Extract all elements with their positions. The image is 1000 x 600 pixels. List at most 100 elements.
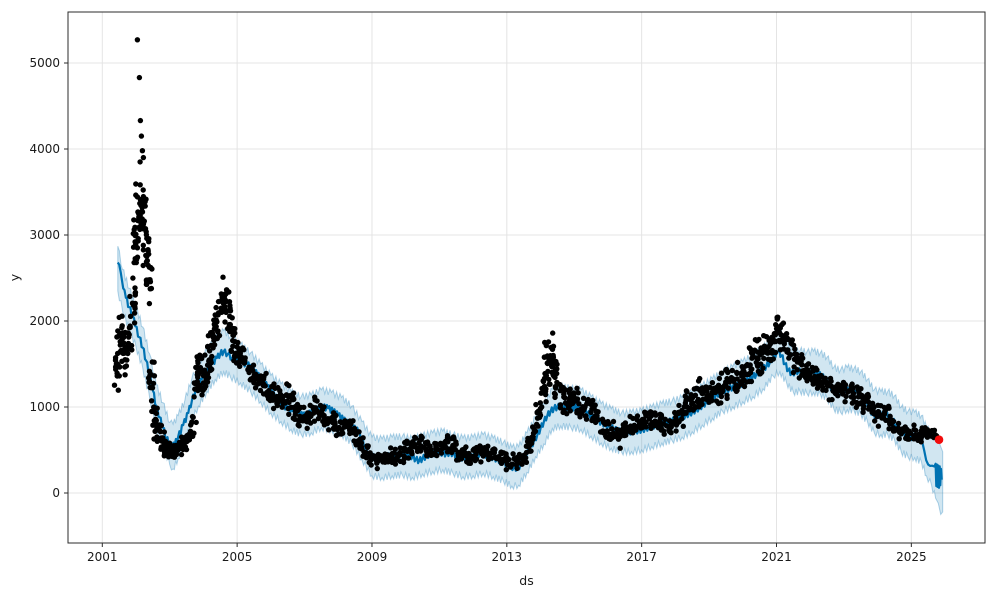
actual-point — [315, 415, 322, 422]
actual-point — [848, 383, 854, 389]
actual-point — [584, 401, 590, 407]
actual-point — [718, 370, 725, 376]
actual-point — [895, 426, 902, 432]
actual-point — [132, 232, 138, 239]
actual-point — [237, 350, 243, 356]
actual-point — [473, 456, 480, 462]
actual-point — [729, 367, 735, 374]
actual-point — [583, 413, 589, 419]
actual-point — [755, 363, 761, 369]
actual-point — [126, 325, 133, 331]
actual-point — [412, 443, 418, 449]
actual-point — [563, 387, 569, 393]
actual-point — [148, 398, 155, 404]
actual-point — [692, 392, 699, 398]
actual-point — [543, 399, 549, 405]
actual-point — [537, 400, 543, 406]
actual-point — [140, 242, 146, 248]
actual-point — [202, 352, 208, 358]
actual-point — [638, 419, 644, 425]
actual-point — [693, 385, 699, 391]
actual-point — [290, 415, 296, 421]
actual-point — [140, 187, 146, 193]
actual-point — [432, 450, 438, 457]
actual-point — [814, 379, 821, 385]
actual-point — [195, 387, 201, 394]
actual-point — [453, 441, 459, 447]
actual-point — [646, 416, 652, 422]
x-tick-label: 2025 — [896, 550, 927, 564]
actual-point — [881, 404, 887, 411]
actual-point — [126, 334, 132, 340]
actual-point — [361, 449, 367, 455]
actual-point — [750, 353, 756, 359]
actual-point — [229, 315, 235, 321]
actual-point — [116, 314, 122, 321]
actual-point — [342, 418, 348, 424]
actual-point — [151, 359, 157, 365]
actual-point — [301, 404, 307, 410]
actual-point — [759, 350, 765, 356]
actual-point — [147, 279, 154, 285]
actual-point — [119, 323, 125, 329]
actual-point — [187, 428, 194, 434]
actual-point — [741, 377, 747, 383]
actual-point — [321, 413, 327, 419]
actual-point — [535, 423, 541, 429]
actual-point — [829, 396, 835, 403]
actual-point — [154, 405, 160, 411]
actual-point — [519, 461, 525, 467]
actual-point — [872, 418, 878, 424]
actual-point — [523, 455, 529, 461]
actual-point — [749, 366, 755, 372]
actual-point — [125, 346, 131, 352]
actual-point — [528, 448, 534, 454]
actual-point — [673, 428, 679, 434]
actual-point — [374, 465, 380, 472]
actual-point — [221, 293, 228, 299]
actual-point — [533, 401, 539, 408]
actual-point — [530, 436, 536, 442]
actual-point — [213, 304, 219, 311]
actual-point — [461, 446, 468, 452]
actual-point — [438, 450, 445, 456]
actual-point — [200, 380, 207, 386]
actual-point — [839, 390, 846, 396]
actual-point — [634, 413, 641, 419]
actual-point — [230, 325, 236, 332]
y-tick-label: 5000 — [29, 56, 60, 70]
actual-point — [723, 366, 730, 373]
actual-point — [270, 405, 277, 412]
actual-point — [565, 405, 572, 411]
actual-point — [562, 395, 568, 401]
actual-point — [176, 439, 183, 445]
actual-point — [552, 366, 559, 372]
actual-point — [427, 443, 433, 449]
actual-point — [205, 344, 211, 350]
actual-point — [171, 446, 178, 452]
actual-point — [482, 451, 489, 457]
actual-point — [144, 235, 150, 242]
actual-point — [360, 435, 366, 441]
actual-point — [809, 378, 816, 384]
actual-point — [673, 422, 680, 428]
actual-point — [780, 320, 787, 326]
actual-outlier-point — [134, 37, 141, 43]
actual-point — [194, 372, 201, 378]
actual-point — [189, 419, 195, 425]
y-tick-label: 3000 — [29, 228, 60, 242]
actual-point — [765, 356, 772, 362]
actual-point — [144, 253, 150, 260]
actual-point — [913, 427, 919, 434]
actual-point — [209, 353, 215, 360]
actual-point — [746, 378, 752, 385]
actual-point — [918, 435, 924, 442]
actual-point — [554, 370, 560, 377]
actual-point — [658, 412, 664, 418]
actual-point — [643, 419, 649, 426]
actual-point — [130, 275, 136, 281]
actual-point — [131, 310, 138, 316]
uncertainty-band-area — [117, 246, 944, 516]
actual-point — [407, 448, 413, 454]
actual-point — [178, 434, 185, 440]
